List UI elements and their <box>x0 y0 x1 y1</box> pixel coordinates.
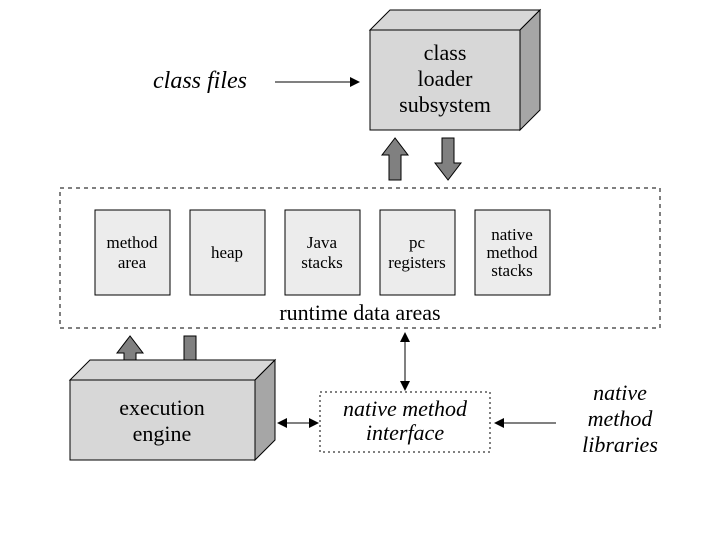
java-stacks-l1: Java <box>307 233 338 252</box>
arrow-classfiles-to-loader <box>275 77 360 87</box>
heap-label: heap <box>211 243 243 262</box>
method-area-l2: area <box>118 253 147 272</box>
box-heap: heap <box>190 210 265 295</box>
class-files-label: class files <box>153 68 247 94</box>
double-arrow-runtime-nmi <box>400 332 410 391</box>
arrow-nml-to-nmi <box>494 418 556 428</box>
nmi-l1: native method <box>343 396 468 421</box>
exec-engine-l1: execution <box>119 395 205 420</box>
diagram-canvas: class files class loader subsystem metho… <box>0 0 720 540</box>
class-loader-l3: subsystem <box>399 92 491 117</box>
native-stacks-l3: stacks <box>491 261 533 280</box>
box-pc-registers: pc registers <box>380 210 455 295</box>
box-java-stacks: Java stacks <box>285 210 360 295</box>
box-method-area: method area <box>95 210 170 295</box>
java-stacks-l2: stacks <box>301 253 343 272</box>
class-loader-l1: class <box>424 40 467 65</box>
native-stacks-l1: native <box>491 225 533 244</box>
class-loader-l2: loader <box>418 66 474 91</box>
native-method-libraries-label: native method libraries <box>582 380 658 457</box>
method-area-l1: method <box>107 233 158 252</box>
double-arrow-exec-nmi <box>277 418 319 428</box>
nml-l2: method <box>588 406 654 431</box>
nml-l3: libraries <box>582 432 658 457</box>
pc-registers-l2: registers <box>388 253 446 272</box>
nmi-l2: interface <box>366 420 444 445</box>
class-loader-cube: class loader subsystem <box>370 10 540 130</box>
box-native-stacks: native method stacks <box>475 210 550 295</box>
native-stacks-l2: method <box>487 243 538 262</box>
runtime-label: runtime data areas <box>279 300 440 325</box>
execution-engine-cube: execution engine <box>70 360 275 460</box>
pc-registers-l1: pc <box>409 233 426 252</box>
thick-arrow-down-loader <box>435 138 461 180</box>
thick-arrow-up-loader <box>382 138 408 180</box>
nml-l1: native <box>593 380 647 405</box>
exec-engine-l2: engine <box>133 421 192 446</box>
native-method-interface-box: native method interface <box>320 392 490 452</box>
